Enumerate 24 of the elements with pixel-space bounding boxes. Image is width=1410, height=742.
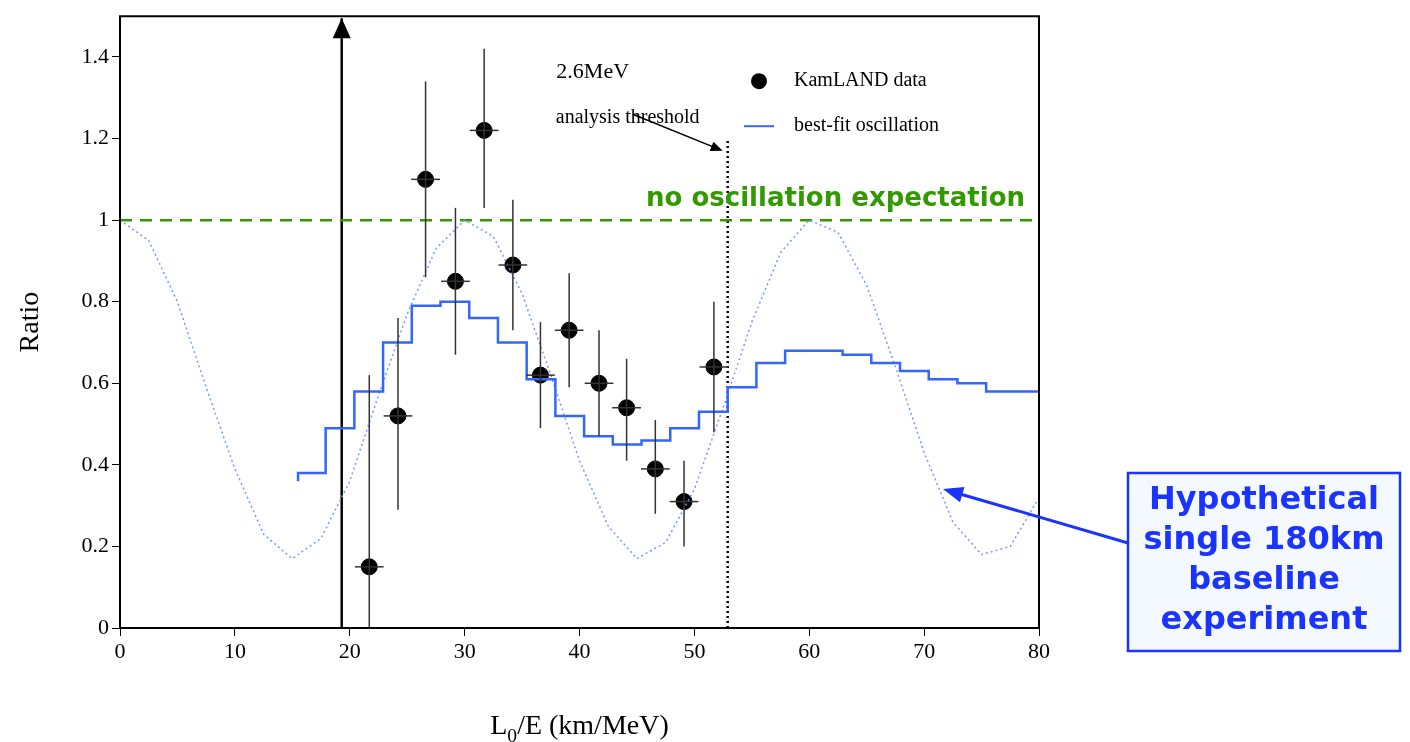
x-tick-label: 10 bbox=[223, 637, 246, 663]
x-tick-label: 50 bbox=[683, 637, 706, 663]
y-tick-label: 0.8 bbox=[81, 287, 109, 313]
y-tick-label: 1.2 bbox=[81, 124, 109, 150]
x-tick-label: 0 bbox=[114, 637, 126, 663]
ref-line-label: 2.6MeV analysis threshold bbox=[555, 58, 700, 129]
x-tick-label: 80 bbox=[1028, 637, 1050, 663]
y-tick-label: 0.6 bbox=[81, 369, 109, 395]
y-tick-label: 0.4 bbox=[81, 450, 109, 476]
ref-line-label: no oscillation expectation bbox=[646, 181, 1025, 212]
x-tick-label: 60 bbox=[798, 637, 821, 663]
legend-label: best-fit oscillation bbox=[794, 113, 939, 136]
y-tick-label: 0.2 bbox=[81, 532, 109, 558]
line-series bbox=[120, 219, 1039, 560]
x-tick-label: 70 bbox=[913, 637, 936, 663]
y-axis-title: Ratio bbox=[13, 291, 44, 353]
x-tick-label: 20 bbox=[338, 637, 361, 663]
text: Hypothetical single 180km baseline experiment bbox=[1143, 479, 1385, 638]
y-tick-label: 1 bbox=[98, 205, 109, 231]
y-tick-label: 1.4 bbox=[81, 42, 109, 68]
y-tick-label: 0 bbox=[98, 613, 109, 639]
x-tick-label: 40 bbox=[568, 637, 591, 663]
legend-label: KamLAND data bbox=[794, 68, 927, 91]
x-tick-label: 30 bbox=[453, 637, 476, 663]
